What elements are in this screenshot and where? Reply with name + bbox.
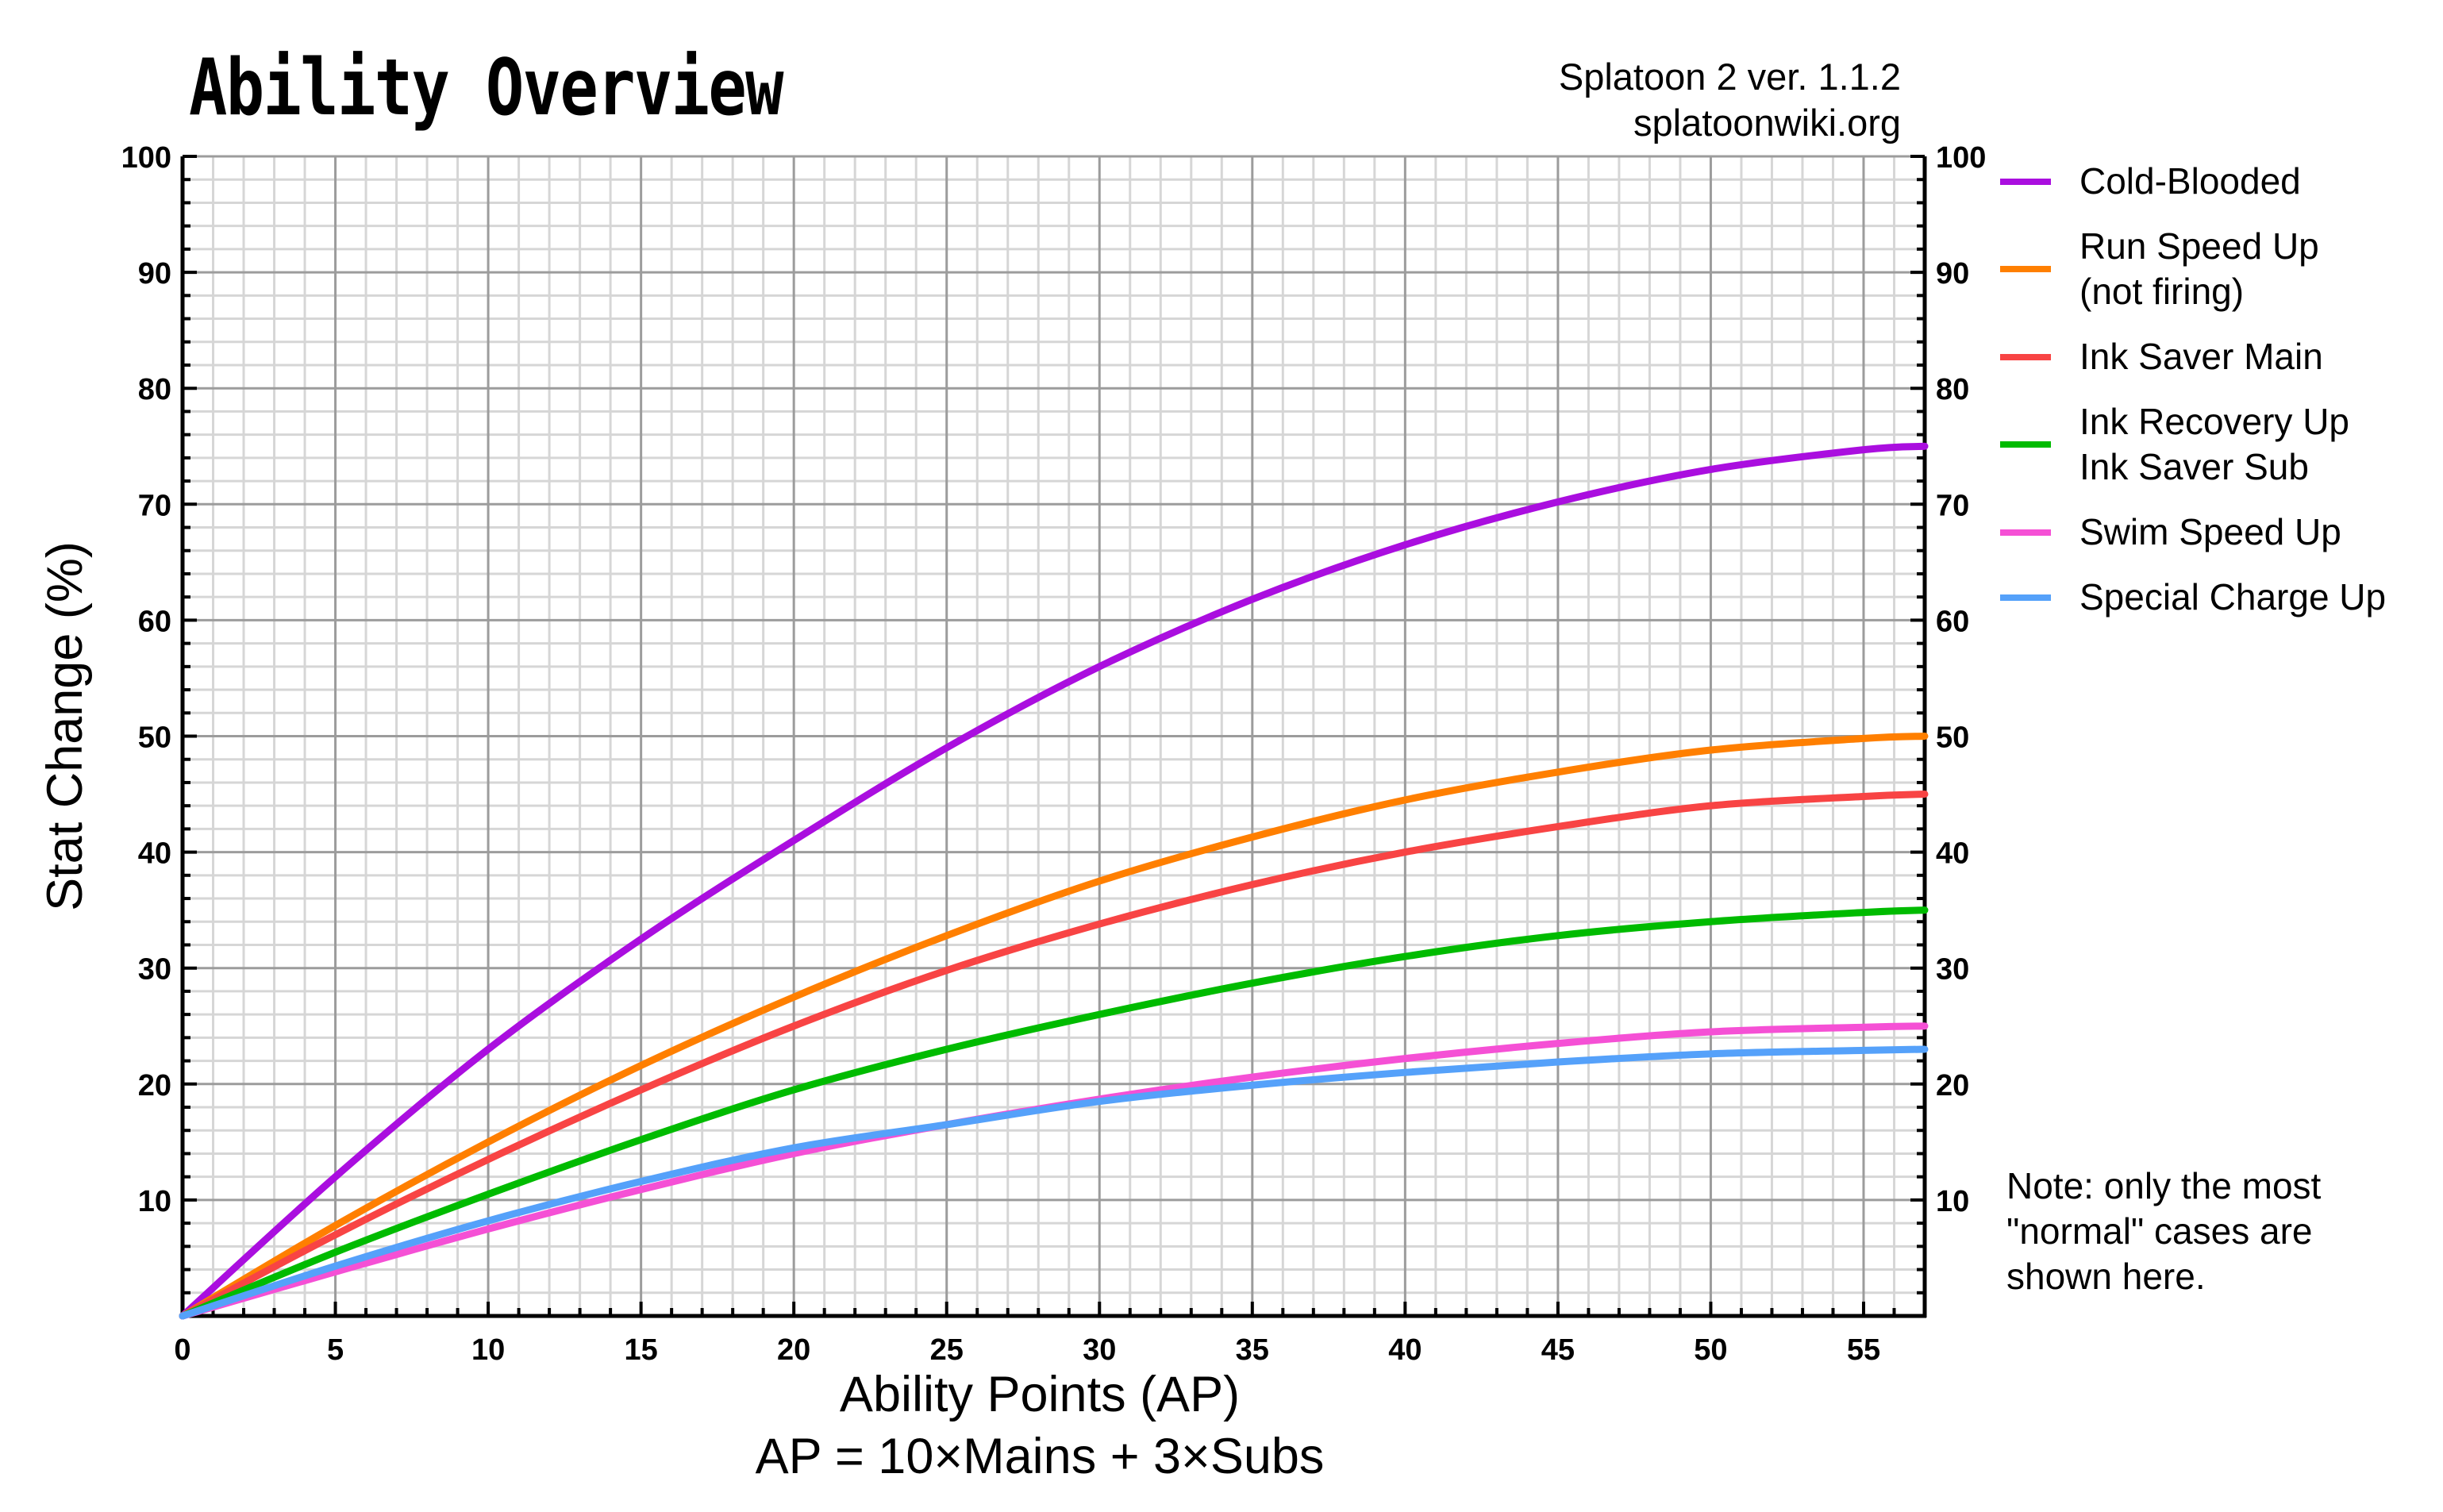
legend-swatch-icon — [2000, 178, 2051, 185]
y-tick-label-right: 10 — [1936, 1185, 1969, 1218]
x-tick-label: 55 — [1847, 1333, 1880, 1367]
y-tick-label-left: 10 — [138, 1185, 171, 1218]
game-version: Splatoon 2 ver. 1.1.2 — [1558, 56, 1901, 98]
x-tick-label: 5 — [327, 1333, 344, 1367]
legend-swatch-icon — [2000, 594, 2051, 601]
source-site: splatoonwiki.org — [1633, 102, 1901, 144]
legend-label: Run Speed Up (not firing) — [2079, 225, 2319, 312]
series-line — [179, 791, 1929, 1320]
x-axis-label: Ability Points (AP) AP = 10×Mains + 3×Su… — [0, 1364, 2079, 1487]
x-axis-title: Ability Points (AP) — [839, 1367, 1241, 1422]
legend-item: Ink Recovery Up Ink Saver Sub — [2000, 399, 2443, 490]
y-tick-label-right: 40 — [1936, 837, 1969, 871]
legend-swatch-icon — [2000, 353, 2051, 360]
legend-label: Swim Speed Up — [2079, 511, 2341, 552]
x-tick-label: 25 — [930, 1333, 964, 1367]
legend-label: Ink Recovery Up Ink Saver Sub — [2079, 401, 2350, 487]
chart-title: Ability Overview — [189, 43, 783, 133]
legend-swatch-icon — [2000, 266, 2051, 272]
series-line — [179, 1022, 1929, 1320]
series-line — [179, 442, 1929, 1320]
series-line — [179, 1045, 1929, 1320]
x-tick-label: 15 — [624, 1333, 657, 1367]
y-tick-label-right: 30 — [1936, 953, 1969, 987]
x-axis-formula: AP = 10×Mains + 3×Subs — [755, 1429, 1325, 1484]
y-tick-label-right: 50 — [1936, 721, 1969, 755]
x-tick-label: 10 — [471, 1333, 505, 1367]
y-axis-label: Stat Change (%) — [37, 541, 93, 911]
legend-label: Ink Saver Main — [2079, 336, 2323, 377]
legend: Cold-Blooded Run Speed Up (not firing) Ink… — [2000, 159, 2443, 640]
y-tick-label-left: 40 — [138, 837, 171, 871]
series-line — [179, 906, 1929, 1320]
x-tick-label: 30 — [1083, 1333, 1116, 1367]
legend-item: Special Charge Up — [2000, 575, 2443, 620]
x-tick-label: 50 — [1694, 1333, 1727, 1367]
y-tick-label-left: 70 — [138, 489, 171, 522]
legend-item: Ink Saver Main — [2000, 334, 2443, 379]
source-credit: Splatoon 2 ver. 1.1.2 splatoonwiki.org — [1559, 54, 1901, 146]
legend-label: Special Charge Up — [2079, 576, 2387, 617]
y-tick-label-right: 60 — [1936, 605, 1969, 638]
legend-item: Swim Speed Up — [2000, 510, 2443, 555]
legend-item: Run Speed Up (not firing) — [2000, 224, 2443, 314]
y-tick-label-left: 80 — [138, 373, 171, 406]
x-tick-label: 45 — [1541, 1333, 1575, 1367]
legend-label: Cold-Blooded — [2079, 160, 2301, 202]
y-tick-label-left: 20 — [138, 1069, 171, 1102]
legend-swatch-icon — [2000, 441, 2051, 448]
x-tick-label: 40 — [1388, 1333, 1422, 1367]
y-tick-label-right: 80 — [1936, 373, 1969, 406]
legend-item: Cold-Blooded — [2000, 159, 2443, 204]
y-tick-label-left: 90 — [138, 257, 171, 290]
series-line — [179, 733, 1929, 1320]
y-tick-label-left: 60 — [138, 605, 171, 638]
legend-swatch-icon — [2000, 529, 2051, 536]
y-tick-label-left: 100 — [121, 141, 171, 175]
x-tick-label: 20 — [777, 1333, 810, 1367]
y-tick-label-right: 70 — [1936, 489, 1969, 522]
chart-note: Note: only the most "normal" cases are s… — [2006, 1165, 2322, 1297]
y-tick-label-left: 50 — [138, 721, 171, 755]
y-tick-label-right: 90 — [1936, 257, 1969, 290]
y-tick-label-right: 100 — [1936, 141, 1986, 175]
x-tick-label: 35 — [1236, 1333, 1269, 1367]
x-tick-label: 0 — [174, 1333, 190, 1367]
y-tick-label-right: 20 — [1936, 1069, 1969, 1102]
y-tick-label-left: 30 — [138, 953, 171, 987]
